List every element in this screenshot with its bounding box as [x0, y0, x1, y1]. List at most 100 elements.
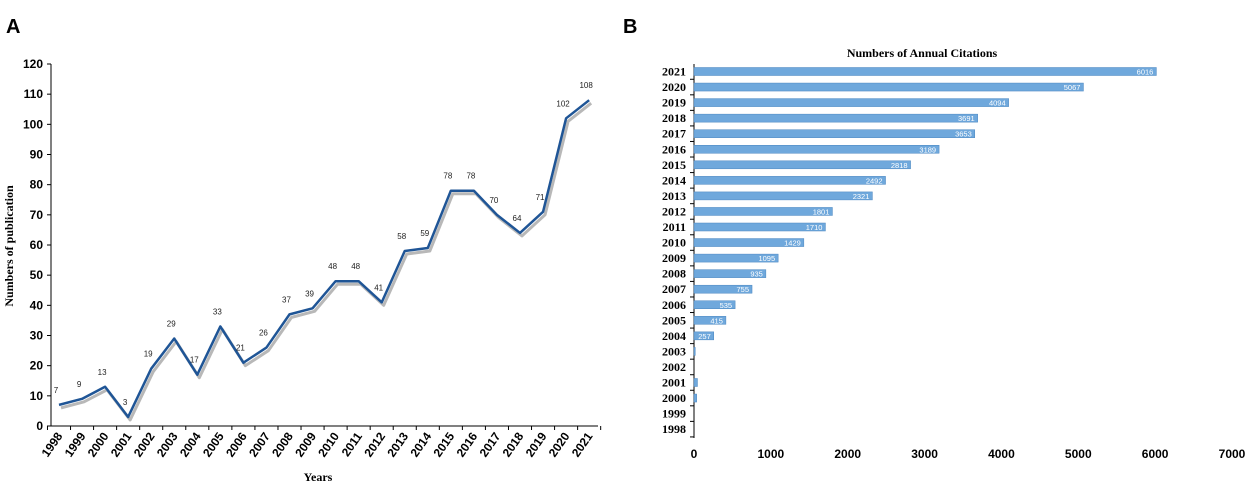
chart-a-data-label: 17: [190, 356, 199, 365]
chart-a-data-label: 108: [579, 81, 593, 90]
panel-b-label: B: [623, 16, 637, 38]
chart-b-bar: [693, 269, 767, 278]
chart-b-bar-label: 2321: [853, 192, 870, 201]
chart-b-category-label: 2002: [662, 360, 686, 374]
chart-a-data-label: 78: [466, 172, 475, 181]
chart-a-data-label: 9: [77, 380, 82, 389]
chart-a-y-tick-label: 50: [30, 268, 44, 282]
chart-b-bar-label: 2492: [866, 176, 883, 185]
chart-b-bar: [693, 347, 696, 356]
chart-b-bar: [693, 253, 779, 263]
chart-a-x-tick-label: 2007: [246, 429, 273, 459]
chart-a-x-tick-label: 2003: [154, 429, 181, 459]
chart-a-x-tick-label: 2002: [131, 429, 158, 459]
chart-a-data-label: 70: [489, 196, 498, 205]
chart-b-bar-label: 2818: [891, 161, 908, 170]
chart-b-category-label: 2010: [662, 236, 686, 250]
chart-b-bar: [693, 113, 978, 123]
chart-b-bar-label: 755: [737, 285, 750, 294]
chart-a-data-label: 21: [236, 344, 245, 353]
chart-b-bar: [693, 316, 727, 325]
chart-a-data-label: 29: [167, 320, 176, 329]
chart-b-bar-label: 935: [750, 270, 763, 279]
chart-b-bar-label: 5067: [1064, 83, 1081, 92]
chart-b-x-tick-label: 7000: [1219, 447, 1246, 461]
chart-a-data-label: 3: [123, 398, 128, 407]
chart-b-category-label: 2017: [662, 127, 686, 141]
chart-b-x-tick-label: 5000: [1065, 447, 1092, 461]
chart-a-x-tick-label: 2006: [223, 429, 250, 459]
chart-a-x-tick-label: 1998: [39, 429, 66, 459]
chart-a-ylabel: Numbers of publication: [2, 185, 16, 307]
chart-a-x-tick-label: 2011: [339, 429, 366, 459]
chart-a-y-tick-label: 30: [30, 329, 44, 343]
chart-b-category-label: 2018: [662, 111, 686, 125]
chart-a-x-tick-label: 2016: [454, 429, 481, 459]
chart-a-data-label: 33: [213, 307, 222, 316]
chart-b-bar-label: 257: [698, 332, 711, 341]
chart-a-series-shadow: [60, 102, 593, 422]
chart-b-bar: [693, 176, 886, 185]
chart-a-x-tick-label: 2018: [500, 429, 527, 459]
chart-a-data-label: 7: [54, 386, 59, 395]
chart-b-category-label: 2012: [662, 204, 686, 218]
chart-a-data-label: 48: [328, 262, 337, 271]
chart-b-bar: [693, 98, 1009, 107]
chart-a-data-label: 37: [282, 295, 291, 304]
chart-b-category-label: 2015: [662, 158, 686, 172]
chart-b-x-tick-label: 6000: [1142, 447, 1169, 461]
chart-a-x-tick-label: 2014: [407, 429, 434, 459]
chart-a-x-tick-label: 2017: [477, 429, 504, 459]
chart-a-x-tick-label: 2005: [200, 429, 227, 459]
chart-b-bar: [693, 238, 805, 247]
chart-a-y-tick-label: 20: [30, 359, 44, 373]
chart-a-data-label: 19: [144, 350, 153, 359]
chart-b-bar: [693, 129, 976, 138]
chart-a-series-line: [58, 99, 590, 419]
chart-a-y-tick-label: 80: [30, 178, 44, 192]
chart-b-bar-label: 1710: [806, 223, 823, 232]
chart-a-data-label: 78: [443, 172, 452, 181]
chart-a-xlabel: Years: [304, 470, 333, 484]
chart-a-data-label: 58: [397, 232, 406, 241]
chart-a-x-tick-label: 2012: [361, 429, 388, 459]
chart-a-x-tick-label: 2019: [523, 429, 550, 459]
chart-b-bar-label: 6016: [1137, 68, 1154, 77]
chart-a-x-tick-label: 2009: [292, 429, 319, 459]
chart-b-bar-label: 1801: [813, 207, 830, 216]
chart-b-category-label: 2013: [662, 189, 686, 203]
chart-a-y-tick-label: 70: [30, 208, 44, 222]
chart-a-x-tick-label: 2015: [431, 429, 458, 459]
chart-b-category-label: 1999: [662, 407, 686, 421]
chart-b-bar: [693, 67, 1157, 76]
chart-a-data-label: 41: [374, 283, 383, 292]
chart-a-data-label: 71: [536, 193, 545, 202]
chart-b-bar-label: 535: [720, 301, 733, 310]
chart-b-x-tick-label: 0: [691, 447, 698, 461]
chart-b-bar: [693, 378, 698, 387]
chart-b-x-tick-label: 2000: [834, 447, 861, 461]
chart-b-category-label: 2020: [662, 80, 686, 94]
chart-a-line: 0 10 20 30 40 50 60 70 80 90 100 110 120 199819992000…: [23, 57, 602, 460]
chart-b-category-label: 2009: [662, 251, 686, 265]
chart-b-bar-label: 415: [710, 316, 723, 325]
chart-b-bar: [693, 393, 697, 403]
chart-b-bar: [693, 300, 736, 309]
chart-b-x-tick-label: 4000: [988, 447, 1015, 461]
chart-b-bar: [693, 82, 1084, 92]
chart-b-bar: [693, 207, 833, 216]
chart-b-category-label: 2003: [662, 344, 686, 358]
chart-b-title: Numbers of Annual Citations: [847, 46, 998, 60]
chart-b-bar-label: 3189: [919, 145, 936, 154]
chart-a-data-label: 102: [556, 99, 570, 108]
chart-b-bar: [693, 191, 873, 201]
chart-b-category-label: 2001: [662, 376, 686, 390]
chart-b-bar-label: 16: [684, 347, 692, 356]
chart-a-x-tick-label: 2008: [269, 429, 296, 459]
chart-b-category-label: 2008: [662, 267, 686, 281]
chart-a-data-label: 39: [305, 289, 314, 298]
chart-b-bar-label: 1095: [758, 254, 775, 263]
chart-b-category-label: 2007: [662, 282, 686, 296]
chart-a-x-tick-label: 2020: [546, 429, 573, 459]
